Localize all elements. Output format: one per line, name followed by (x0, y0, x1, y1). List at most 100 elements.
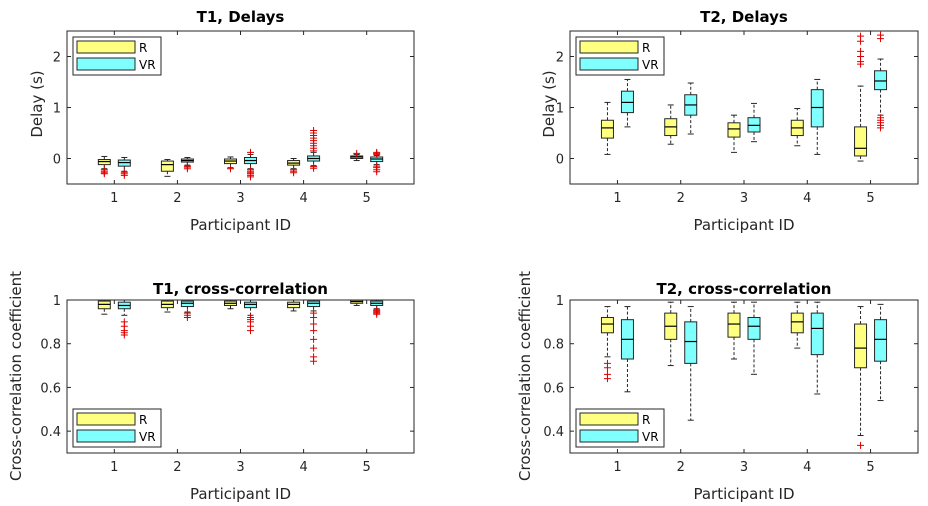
box-R-2 (160, 159, 174, 177)
box-VR-5 (370, 299, 384, 318)
panel-t2-delays: T2, Delays Participant ID Delay (s) 0 1 2 1… (540, 8, 919, 234)
box-VR-5 (874, 31, 888, 132)
box-body (854, 126, 868, 157)
x-tick-label: 5 (363, 191, 371, 206)
box-VR-2 (180, 299, 194, 321)
box-VR-5 (874, 303, 888, 402)
outlier-marker (247, 327, 254, 335)
box-VR-2 (180, 156, 194, 173)
outlier-marker (100, 170, 108, 178)
box-body (747, 316, 761, 340)
outlier-marker (183, 165, 191, 173)
box-R-2 (160, 299, 174, 313)
outlier-marker (603, 364, 611, 372)
legend: R VR (72, 408, 162, 448)
x-tick-label: 3 (236, 460, 244, 475)
box-R-3 (224, 156, 237, 173)
outlier-marker (310, 344, 318, 352)
box-R-1 (97, 155, 111, 178)
legend: R VR (575, 36, 665, 76)
panel-title: T2, Delays (700, 8, 788, 26)
outlier-marker (183, 313, 191, 321)
y-axis-label: Delay (s) (540, 70, 558, 137)
legend-swatch-VR (76, 57, 136, 71)
outlier-marker (227, 165, 234, 173)
outlier-marker (310, 320, 318, 328)
x-tick-label: 4 (803, 191, 811, 206)
x-tick-label: 1 (613, 191, 621, 206)
y-tick-label: 0 (556, 153, 564, 168)
box-R-5 (350, 149, 364, 162)
box-R-4 (287, 299, 301, 312)
box-R-5 (854, 32, 868, 162)
x-axis-label: Participant ID (190, 216, 291, 234)
x-tick-label: 3 (740, 191, 748, 206)
x-axis-label: Participant ID (693, 485, 794, 503)
x-tick-label: 2 (173, 460, 181, 475)
box-body (600, 316, 614, 334)
panel-title: T2, cross-correlation (657, 280, 832, 298)
panel-title: T1, Delays (197, 8, 285, 26)
box-VR-1 (620, 306, 634, 393)
y-tick-label: 0.6 (40, 381, 61, 396)
y-tick-label: 1 (556, 102, 564, 117)
legend-label-R: R (642, 413, 650, 427)
box-body (727, 312, 741, 338)
legend-swatch-VR (579, 57, 639, 71)
box-body (160, 160, 174, 172)
outlier-marker (247, 148, 254, 156)
box-VR-4 (307, 126, 321, 172)
legend-label-R: R (642, 41, 650, 55)
legend-swatch-R (579, 40, 639, 54)
box-VR-1 (117, 156, 131, 179)
outlier-marker (353, 149, 361, 157)
x-tick-label: 1 (613, 460, 621, 475)
legend-swatch-R (76, 412, 136, 426)
box-R-3 (727, 301, 741, 360)
box-VR-3 (244, 299, 257, 335)
box-R-3 (727, 114, 741, 153)
box-VR-4 (810, 301, 824, 395)
panel-t1-cross-correlation: T1, cross-correlation Participant ID Cro… (7, 271, 415, 503)
outlier-marker (310, 357, 318, 365)
box-VR-1 (620, 78, 634, 128)
outlier-marker (603, 375, 611, 383)
x-tick-label: 5 (363, 460, 371, 475)
box-body (810, 312, 824, 356)
box-R-2 (664, 104, 678, 145)
box-R-5 (350, 299, 364, 306)
y-tick-label: 2 (53, 51, 61, 66)
outlier-marker (310, 164, 318, 172)
box-VR-2 (684, 306, 698, 421)
box-R-1 (97, 299, 111, 315)
x-tick-label: 3 (236, 191, 244, 206)
outlier-marker (373, 168, 381, 176)
outlier-marker (857, 441, 865, 449)
box-VR-1 (117, 299, 131, 339)
x-tick-label: 3 (740, 460, 748, 475)
box-R-4 (790, 301, 804, 349)
y-tick-label: 0 (53, 153, 61, 168)
legend-label-VR: VR (642, 58, 659, 72)
legend-swatch-R (579, 412, 639, 426)
outlier-marker (310, 126, 318, 134)
legend-swatch-R (76, 40, 136, 54)
y-tick-label: 0.8 (543, 338, 564, 353)
x-tick-label: 1 (110, 460, 118, 475)
legend-label-R: R (139, 41, 147, 55)
box-VR-3 (747, 102, 761, 143)
box-VR-5 (370, 148, 384, 176)
box-body (600, 119, 614, 139)
y-axis-label: Cross-correlation coefficient (516, 271, 534, 481)
y-tick-label: 2 (556, 51, 564, 66)
outlier-marker (247, 173, 254, 181)
y-axis-label: Delay (s) (28, 70, 46, 137)
y-tick-label: 1 (53, 102, 61, 117)
y-tick-label: 0.4 (40, 425, 61, 440)
outlier-marker (857, 47, 865, 55)
y-tick-label: 1 (53, 294, 61, 309)
outlier-marker (373, 310, 381, 318)
legend-label-VR: VR (139, 430, 156, 444)
box-R-4 (790, 108, 804, 147)
